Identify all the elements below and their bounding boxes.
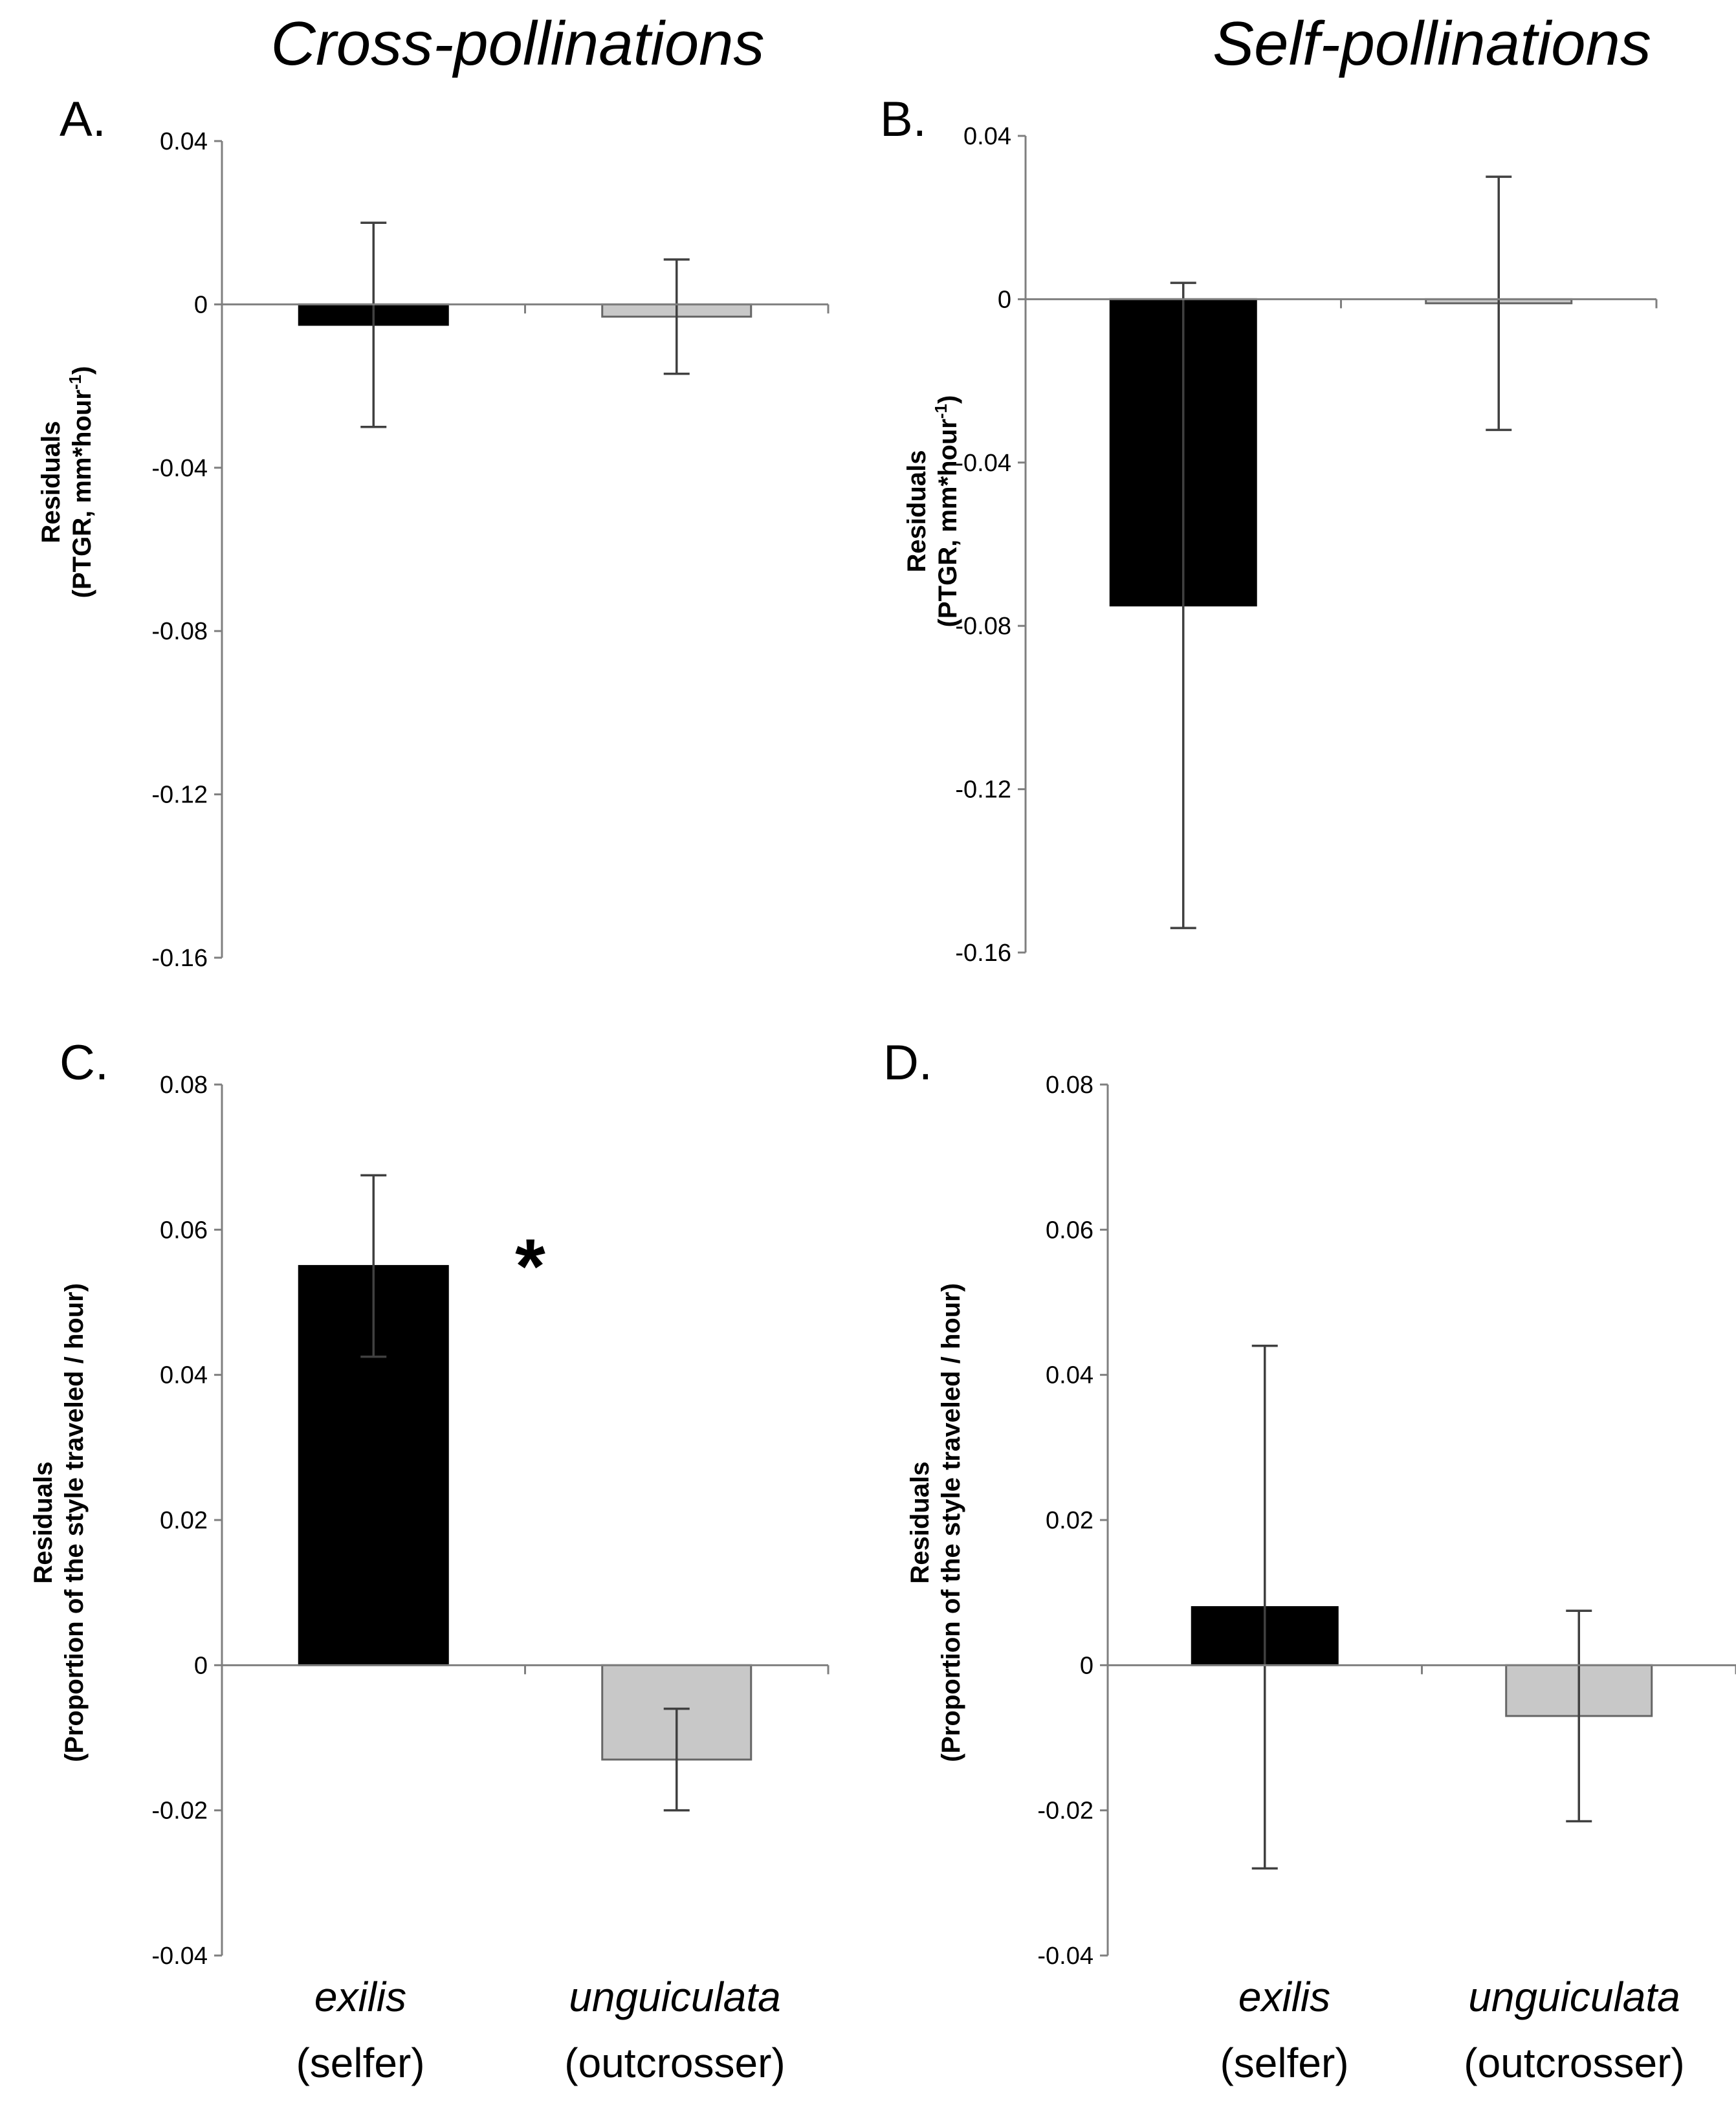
y-axis-label-b-line1: Residuals bbox=[903, 450, 931, 573]
y-axis-label-a-line2: (PTGR, mm*hour-1) bbox=[65, 366, 96, 599]
panel-b: B. Residuals (PTGR, mm*hour-1) 0.04 0 -0.0… bbox=[880, 92, 1658, 967]
panel-d: D. Residuals (Proportion of the style tr… bbox=[883, 1035, 1736, 2086]
y-tick-label-a: -0.12 bbox=[151, 782, 208, 809]
y-axis-label-a-line1: Residuals bbox=[37, 421, 65, 544]
y-tick-label-b: -0.12 bbox=[955, 777, 1011, 804]
y-tick-label-b: 0.04 bbox=[963, 123, 1011, 150]
y-tick-label-d: 0.02 bbox=[1046, 1507, 1093, 1534]
y-tick-label-a: -0.16 bbox=[151, 945, 208, 972]
panel-label-d: D. bbox=[883, 1035, 932, 1090]
y-tick-label-a: 0.04 bbox=[160, 128, 208, 155]
y-axis-label-d-line2: (Proportion of the style traveled / hour… bbox=[937, 1283, 965, 1762]
category-sublabel-unguiculata-c: (outcrosser) bbox=[564, 2040, 785, 2086]
y-tick-label-d: 0.06 bbox=[1046, 1217, 1093, 1244]
category-label-exilis-c: exilis bbox=[314, 1974, 406, 2020]
y-tick-label-c: 0.02 bbox=[160, 1507, 208, 1534]
right-column-title: Self-pollinations bbox=[1213, 9, 1651, 78]
panel-c: C. Residuals (Proportion of the style tr… bbox=[29, 1035, 830, 2086]
category-sublabel-unguiculata-d: (outcrosser) bbox=[1464, 2040, 1684, 2086]
panel-label-b: B. bbox=[880, 92, 927, 147]
y-tick-label-c: 0.06 bbox=[160, 1217, 208, 1244]
y-tick-label-d: -0.04 bbox=[1037, 1943, 1093, 1970]
y-tick-label-d: 0.04 bbox=[1046, 1362, 1093, 1389]
y-tick-label-c: -0.04 bbox=[151, 1943, 208, 1970]
y-axis-label-d-line1: Residuals bbox=[906, 1462, 934, 1584]
y-tick-label-c: 0 bbox=[194, 1652, 208, 1679]
y-tick-label-b: -0.04 bbox=[955, 450, 1011, 477]
y-axis-label-c-line1: Residuals bbox=[29, 1462, 58, 1584]
y-tick-label-b: 0 bbox=[998, 286, 1011, 313]
left-column-title: Cross-pollinations bbox=[271, 9, 765, 78]
category-label-exilis-d: exilis bbox=[1238, 1974, 1330, 2020]
y-tick-label-a: -0.04 bbox=[151, 455, 208, 482]
panel-label-a: A. bbox=[60, 92, 106, 147]
category-label-unguiculata-c: unguiculata bbox=[569, 1974, 780, 2020]
y-tick-label-b: -0.16 bbox=[955, 940, 1011, 967]
panel-label-c: C. bbox=[60, 1035, 109, 1090]
category-sublabel-exilis-c: (selfer) bbox=[296, 2040, 424, 2086]
category-label-unguiculata-d: unguiculata bbox=[1468, 1974, 1680, 2020]
panel-a: A. Residuals (PTGR, mm*hour-1) 0.04 0 -0.0… bbox=[37, 92, 830, 972]
y-tick-label-d: 0.08 bbox=[1046, 1072, 1093, 1099]
y-tick-label-c: 0.04 bbox=[160, 1362, 208, 1389]
y-tick-label-a: -0.08 bbox=[151, 618, 208, 645]
y-tick-label-b: -0.08 bbox=[955, 613, 1011, 640]
y-tick-label-c: 0.08 bbox=[160, 1072, 208, 1099]
y-axis-label-c-line2: (Proportion of the style traveled / hour… bbox=[60, 1283, 89, 1762]
y-tick-label-d: -0.02 bbox=[1037, 1798, 1093, 1825]
y-axis-label-b-line2: (PTGR, mm*hour-1) bbox=[931, 395, 962, 628]
y-tick-label-a: 0 bbox=[194, 291, 208, 318]
y-tick-label-d: 0 bbox=[1080, 1652, 1093, 1679]
y-tick-label-c: -0.02 bbox=[151, 1798, 208, 1825]
significance-asterisk: * bbox=[515, 1223, 545, 1310]
category-sublabel-exilis-d: (selfer) bbox=[1220, 2040, 1348, 2086]
